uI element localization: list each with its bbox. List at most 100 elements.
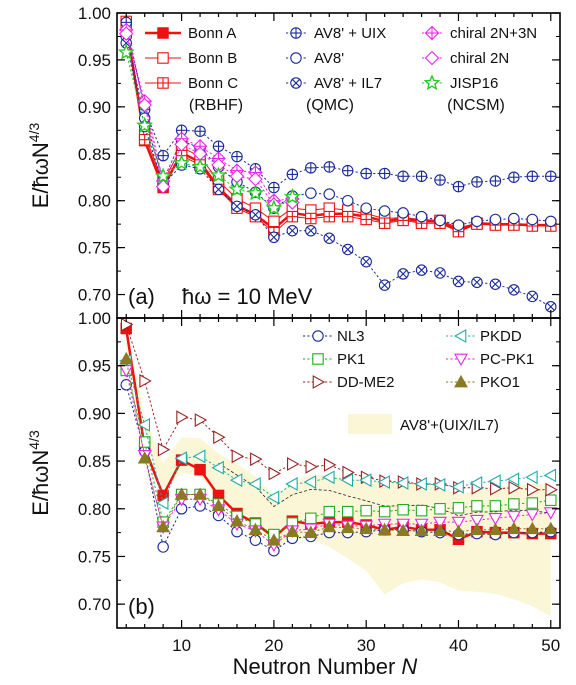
legend-label: AV8'+(UIX/IL7) — [400, 417, 499, 434]
series-pc-pk1-point-shape — [525, 509, 540, 522]
y-tick-label: 1.00 — [78, 309, 111, 328]
series-av8--point — [508, 212, 520, 225]
series-nl3-point-shape — [157, 541, 169, 553]
legend-entry: PC-PK1 — [446, 351, 534, 368]
series-jisp16-point — [228, 180, 246, 197]
y-tick-label: 0.90 — [78, 98, 111, 117]
group-label: (NCSM) — [447, 97, 505, 114]
series-av8--point — [434, 214, 446, 227]
series-pko1-point-shape — [340, 520, 355, 534]
series-av8-il7-point-d2 — [362, 257, 371, 266]
series-av8--point-shape — [452, 219, 465, 231]
legend-label: AV8' + UIX — [314, 25, 386, 42]
series-bonn-c-point — [360, 213, 372, 226]
y-tick-label: 0.70 — [78, 286, 111, 305]
series-jisp16-point-shape — [117, 43, 135, 60]
series-pkdd-point — [451, 479, 464, 494]
series-av8-il7-point — [249, 209, 262, 221]
band-guide-line — [218, 462, 551, 517]
series-jisp16-point — [210, 166, 227, 183]
series-pko1-point — [322, 519, 337, 533]
series-av8--point — [378, 205, 391, 217]
series-pkdd-point — [211, 460, 224, 475]
series-av8--point — [341, 194, 354, 207]
legend-marker-shape — [312, 353, 324, 365]
legend-label: JISP16 — [450, 75, 498, 92]
y-tick-label: 0.75 — [78, 239, 111, 258]
series-av8-uix-point — [194, 125, 206, 137]
series-pko1-point-shape — [525, 521, 540, 535]
series-jisp16-point — [265, 199, 283, 216]
series-pkdd-point — [377, 475, 390, 489]
series-av8--point — [323, 188, 336, 200]
series-pk1-point — [138, 436, 151, 448]
plot-area — [119, 318, 558, 617]
series-av8-uix-point — [397, 170, 409, 183]
x-tick-label: 10 — [172, 636, 191, 655]
series-av8-il7-point — [378, 279, 391, 291]
legend-label: chiral 2N — [450, 50, 509, 67]
legend-marker-shape — [157, 52, 169, 64]
legend-marker — [290, 27, 302, 39]
panel-b: 10 20 30 40 50 0.70 0.75 0.80 0.85 0.90 0.95 1.00 E/… — [26, 309, 561, 655]
group-label: (QMC) — [306, 97, 354, 114]
series-bonn-b-point — [268, 215, 280, 228]
x-tick-label: 30 — [357, 636, 376, 655]
legend-entry: AV8' + IL7 — [286, 75, 382, 92]
series-dd-me2-point — [139, 374, 152, 388]
series-pk1-point — [378, 505, 391, 518]
legend-label: PK1 — [337, 351, 365, 368]
band-fill — [126, 327, 551, 617]
y-axis-title: E/ħωN4/3 — [26, 123, 53, 209]
series-jisp16-point — [117, 43, 135, 60]
legend-marker — [312, 375, 326, 389]
series-av8-il7-point-d2 — [380, 281, 389, 290]
series-pc-pk1-point-shape — [488, 512, 503, 526]
series-av8-uix-point — [526, 170, 539, 183]
legend-label: PKDD — [480, 328, 522, 345]
series-pk1-point — [545, 494, 557, 506]
series-av8-il7-point — [397, 268, 409, 280]
series-pko1-point — [119, 351, 134, 365]
series-pk1-point — [434, 503, 446, 515]
series-pkdd-point — [506, 472, 520, 487]
legend-band-swatch — [348, 414, 392, 434]
legend-entry: Bonn A — [145, 25, 236, 42]
plot-area — [117, 15, 557, 313]
legend-entry: chiral 2N+3N — [422, 25, 537, 42]
series-av8--point — [452, 219, 465, 231]
series-pkdd-point — [174, 451, 187, 466]
series-av8-il7-point — [526, 290, 539, 303]
y-axis-title-base: E/ħωN — [28, 450, 53, 516]
series-pko1-point-shape — [248, 522, 263, 536]
series-av8-il7-point-d2 — [546, 302, 555, 311]
series-pko1-point — [248, 522, 263, 536]
series-pkdd-point-shape — [156, 496, 169, 510]
series-pko1-point — [451, 524, 466, 537]
series-av8-uix-point — [434, 174, 446, 186]
series-av8-uix-point — [545, 170, 557, 183]
series-dd-me2-point-shape — [323, 457, 337, 472]
series-dd-me2-point — [268, 466, 282, 481]
series-pc-pk1-point — [525, 509, 540, 522]
series-chiral-2n — [118, 26, 300, 212]
series-jisp16 — [117, 43, 301, 216]
series-pkdd-point — [525, 470, 538, 485]
series-av8--point-shape — [545, 215, 557, 228]
series-jisp16-point-shape — [154, 167, 172, 184]
series-dd-me2-point-shape — [157, 442, 171, 457]
y-tick-label: 0.80 — [78, 192, 111, 211]
series-pkdd-point — [414, 477, 427, 491]
x-tick-label: 40 — [449, 636, 468, 655]
series-dd-me2-point — [305, 459, 318, 474]
series-av8--point-shape — [378, 205, 391, 217]
legend-marker-d2 — [291, 78, 301, 88]
legend-marker-shape — [453, 329, 467, 343]
series-dd-me2-point — [194, 413, 208, 427]
series-pc-pk1-point-shape — [119, 365, 134, 378]
series-pkdd-point-shape — [451, 479, 464, 494]
y-axis-title-exponent: 4/3 — [26, 123, 42, 143]
series-pk1-point-shape — [545, 494, 557, 506]
series-pko1-point — [340, 520, 355, 534]
